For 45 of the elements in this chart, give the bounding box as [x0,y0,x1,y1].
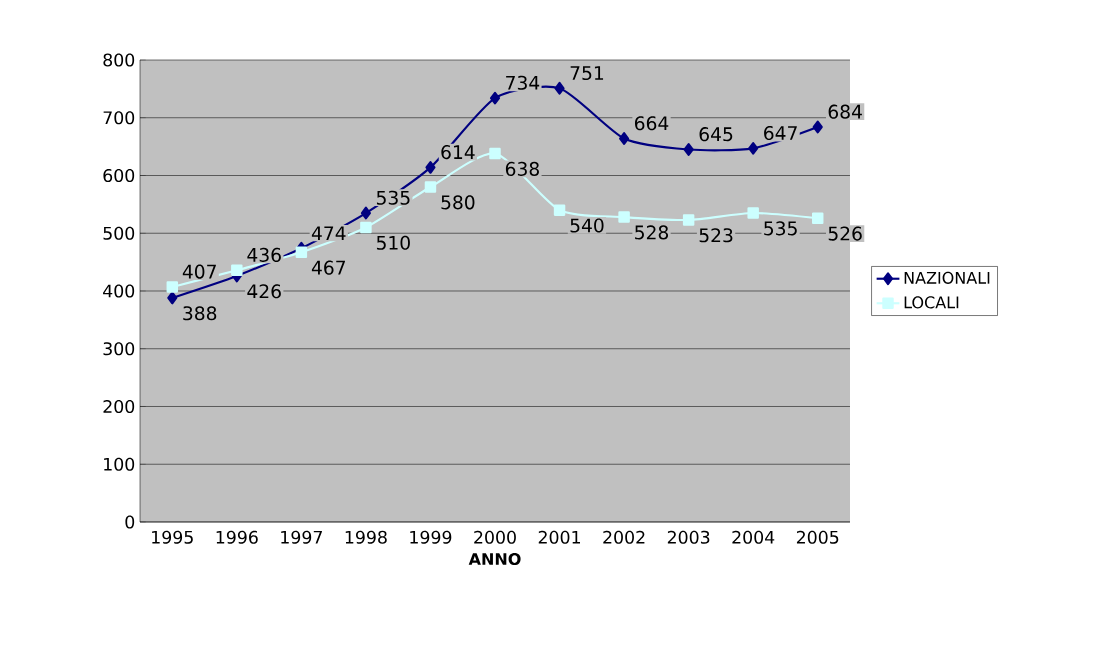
data-label: 580 [441,195,475,210]
x-tick-label: 2003 [667,530,710,544]
data-label: 540 [570,218,604,233]
y-tick-label: 200 [103,399,135,414]
x-tick-label: 2002 [603,530,645,544]
data-label: 535 [376,190,410,205]
legend-label: NAZIONALI [904,271,990,284]
data-label: 638 [505,161,539,176]
y-tick-label: 0 [125,515,135,529]
data-label: 535 [764,221,797,236]
y-tick-label: 700 [103,111,135,125]
x-tick-label: 2001 [538,530,580,544]
data-label: 647 [764,125,797,141]
x-tick-label: 1997 [281,530,322,544]
data-label: 614 [441,145,475,160]
data-label: 645 [699,127,733,142]
data-label: 510 [376,235,410,250]
x-tick-label: 1999 [410,530,452,544]
data-label: 734 [506,75,540,90]
data-label: 751 [570,66,604,81]
data-label: 474 [311,226,346,240]
data-label: 523 [699,228,733,243]
y-tick-label: 400 [103,284,135,298]
legend-label: LOCALI [904,296,959,309]
x-tick-label: 1996 [216,530,258,544]
data-label: 436 [247,247,281,262]
y-tick-label: 600 [103,168,135,183]
data-label: 467 [311,260,345,275]
data-label: 426 [247,284,281,299]
y-tick-label: 100 [104,457,135,471]
x-axis-title: ANNO [468,552,521,566]
data-label: 526 [828,226,862,241]
x-tick-label: 2000 [474,530,516,544]
x-tick-label: 2005 [796,530,839,544]
data-label: 407 [182,264,216,279]
y-tick-label: 500 [103,226,135,240]
x-tick-label: 1998 [345,530,387,544]
y-tick-label: 800 [103,53,135,67]
x-tick-label: 2004 [732,530,775,544]
x-tick-label: 1995 [152,530,193,544]
data-label: 684 [828,104,862,119]
data-label: 664 [634,116,669,131]
data-label: 388 [183,306,217,321]
y-tick-label: 300 [103,342,135,356]
data-label: 528 [635,225,669,240]
